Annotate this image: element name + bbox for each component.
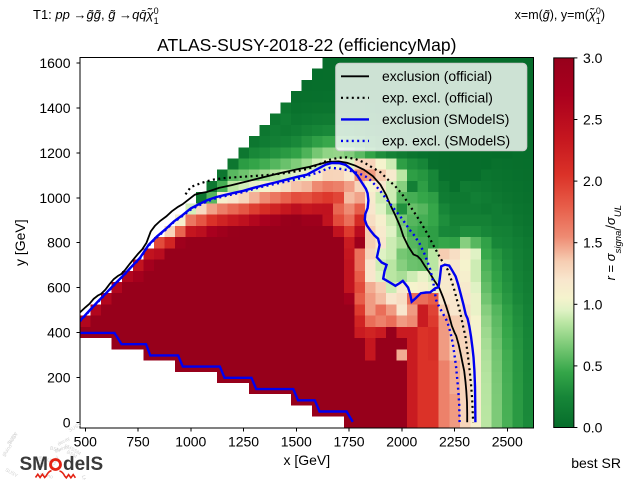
svg-text:best SR: best SR	[571, 455, 621, 471]
svg-text:2000: 2000	[386, 434, 417, 450]
svg-text:0: 0	[63, 414, 71, 430]
svg-text:200: 200	[47, 369, 71, 385]
svg-text:1000: 1000	[39, 190, 70, 206]
svg-text:x=m(g̃), y=m(χ̃10): x=m(g̃), y=m(χ̃10)	[515, 6, 605, 26]
svg-text:ATLAS-SUSY-2018-22 (efficiency: ATLAS-SUSY-2018-22 (efficiencyMap)	[157, 35, 456, 55]
svg-text:1250: 1250	[228, 434, 259, 450]
svg-text:delS: delS	[63, 454, 103, 475]
svg-text:1600: 1600	[39, 55, 70, 71]
svg-text:2500: 2500	[492, 434, 523, 450]
svg-text:2250: 2250	[439, 434, 470, 450]
svg-text:1.5: 1.5	[583, 235, 603, 251]
svg-text:3.0: 3.0	[583, 50, 603, 66]
svg-text:1000: 1000	[175, 434, 206, 450]
svg-text:600: 600	[47, 280, 71, 296]
svg-text:exclusion (SModelS): exclusion (SModelS)	[382, 111, 509, 127]
svg-text:gluino: gluino	[54, 445, 69, 454]
svg-text:1500: 1500	[281, 434, 312, 450]
svg-text:limits: limits	[36, 456, 45, 469]
svg-text:x [GeV]: x [GeV]	[283, 452, 330, 468]
svg-text:y [GeV]: y [GeV]	[12, 219, 28, 266]
svg-text:1400: 1400	[39, 100, 70, 116]
svg-text:BSM: BSM	[36, 461, 48, 472]
svg-text:400: 400	[47, 325, 71, 341]
svg-text:1200: 1200	[39, 145, 70, 161]
svg-text:2.5: 2.5	[583, 112, 603, 128]
svg-text:2.0: 2.0	[583, 173, 603, 189]
svg-text:1.0: 1.0	[583, 296, 603, 312]
svg-text:0.5: 0.5	[583, 358, 603, 374]
svg-text:T1: pp →g̃g̃, g̃ →qq̄χ̃10: T1: pp →g̃g̃, g̃ →qq̄χ̃10	[33, 6, 159, 26]
svg-text:BSM: BSM	[65, 449, 77, 460]
svg-text:exp. excl. (SModelS): exp. excl. (SModelS)	[382, 133, 510, 149]
svg-text:exclusion (official): exclusion (official)	[382, 68, 492, 84]
svg-text:SM: SM	[20, 454, 49, 475]
svg-text:exp. excl. (official): exp. excl. (official)	[382, 90, 493, 106]
svg-text:0.0: 0.0	[583, 420, 603, 436]
svg-text:750: 750	[126, 434, 150, 450]
svg-text:800: 800	[47, 235, 71, 251]
svg-text:BSM: BSM	[49, 446, 61, 455]
svg-text:500: 500	[74, 434, 98, 450]
svg-text:1750: 1750	[333, 434, 364, 450]
